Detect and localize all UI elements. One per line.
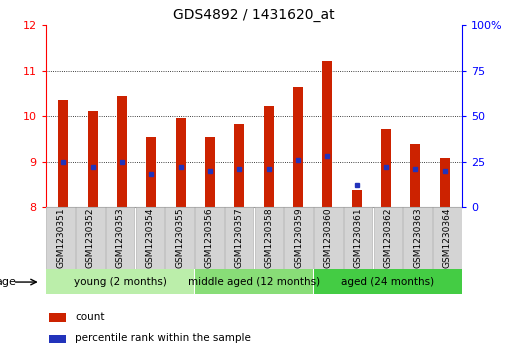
Text: GSM1230363: GSM1230363 (413, 207, 422, 268)
Bar (344, 207, 372, 269)
Text: GSM1230352: GSM1230352 (86, 208, 95, 268)
Bar (234, 124, 244, 207)
Bar (106, 207, 135, 269)
Bar (165, 207, 194, 269)
Text: GSM1230362: GSM1230362 (384, 208, 392, 268)
Bar (49, 314, 66, 322)
Bar (136, 207, 164, 269)
Bar (381, 129, 391, 207)
Text: middle aged (12 months): middle aged (12 months) (188, 277, 320, 287)
Bar (314, 269, 462, 294)
Bar (49, 335, 66, 343)
Bar (195, 269, 313, 294)
Bar (293, 87, 303, 207)
Bar (433, 207, 462, 269)
Text: GSM1230354: GSM1230354 (145, 208, 154, 268)
Bar (87, 111, 98, 207)
Bar (146, 136, 156, 207)
Bar (58, 100, 69, 207)
Bar (117, 96, 127, 207)
Text: GSM1230364: GSM1230364 (443, 208, 452, 268)
Bar (46, 207, 75, 269)
Text: GSM1230358: GSM1230358 (264, 207, 273, 268)
Bar (322, 61, 332, 207)
Bar (410, 144, 421, 207)
Bar (176, 118, 186, 207)
Bar (46, 269, 194, 294)
Text: GSM1230360: GSM1230360 (324, 207, 333, 268)
Text: young (2 months): young (2 months) (74, 277, 167, 287)
Text: percentile rank within the sample: percentile rank within the sample (75, 334, 251, 343)
Text: GSM1230356: GSM1230356 (205, 207, 214, 268)
Text: aged (24 months): aged (24 months) (341, 277, 434, 287)
Text: age: age (0, 277, 16, 287)
Text: GSM1230361: GSM1230361 (354, 207, 363, 268)
Bar (403, 207, 432, 269)
Text: GSM1230355: GSM1230355 (175, 207, 184, 268)
Bar (225, 207, 253, 269)
Bar (352, 189, 362, 207)
Text: count: count (75, 312, 104, 322)
Bar (439, 158, 450, 207)
Bar (76, 207, 105, 269)
Bar (284, 207, 313, 269)
Bar (314, 207, 343, 269)
Bar (255, 207, 283, 269)
Bar (264, 106, 274, 207)
Bar (373, 207, 402, 269)
Text: GSM1230351: GSM1230351 (56, 207, 65, 268)
Text: GSM1230357: GSM1230357 (235, 207, 244, 268)
Bar (195, 207, 224, 269)
Text: GSM1230359: GSM1230359 (294, 207, 303, 268)
Bar (205, 136, 215, 207)
Text: GSM1230353: GSM1230353 (116, 207, 124, 268)
Title: GDS4892 / 1431620_at: GDS4892 / 1431620_at (173, 8, 335, 22)
